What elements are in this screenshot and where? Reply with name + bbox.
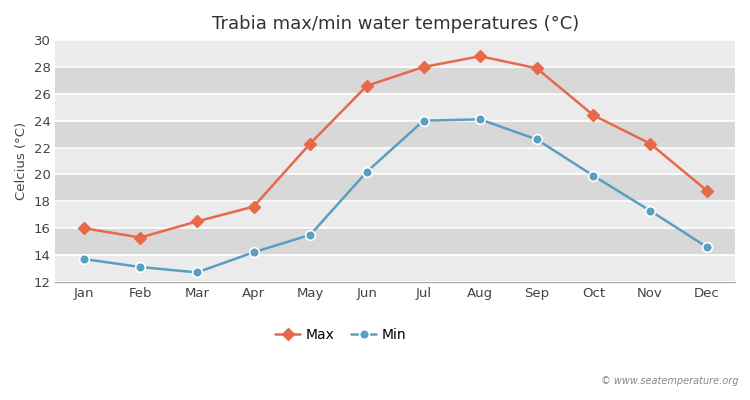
Min <box>532 137 542 142</box>
Bar <box>56 67 735 94</box>
Min <box>80 256 88 261</box>
Title: Trabia max/min water temperatures (°C): Trabia max/min water temperatures (°C) <box>211 15 579 33</box>
Max <box>646 141 655 146</box>
Bar <box>56 174 735 201</box>
Max <box>136 235 145 240</box>
Max <box>589 113 598 118</box>
Bar <box>56 255 735 282</box>
Max <box>532 66 542 71</box>
Min <box>249 250 258 255</box>
Bar <box>56 121 735 148</box>
Min <box>306 232 315 237</box>
Max <box>249 204 258 209</box>
Legend: Max, Min: Max, Min <box>270 323 412 348</box>
Min <box>419 118 428 123</box>
Text: © www.seatemperature.org: © www.seatemperature.org <box>602 376 739 386</box>
Max <box>306 141 315 146</box>
Min <box>646 208 655 213</box>
Max <box>193 219 202 224</box>
Bar <box>56 228 735 255</box>
Min <box>193 270 202 275</box>
Min <box>476 117 484 122</box>
Max <box>702 188 711 193</box>
Min <box>136 265 145 270</box>
Max <box>476 54 484 59</box>
Max <box>80 226 88 230</box>
Line: Min: Min <box>79 114 712 277</box>
Y-axis label: Celcius (°C): Celcius (°C) <box>15 122 28 200</box>
Bar <box>56 40 735 67</box>
Min <box>589 173 598 178</box>
Bar <box>56 148 735 174</box>
Min <box>702 244 711 249</box>
Max <box>362 83 371 88</box>
Bar <box>56 94 735 121</box>
Bar <box>56 201 735 228</box>
Line: Max: Max <box>80 52 711 242</box>
Max <box>419 64 428 69</box>
Min <box>362 169 371 174</box>
